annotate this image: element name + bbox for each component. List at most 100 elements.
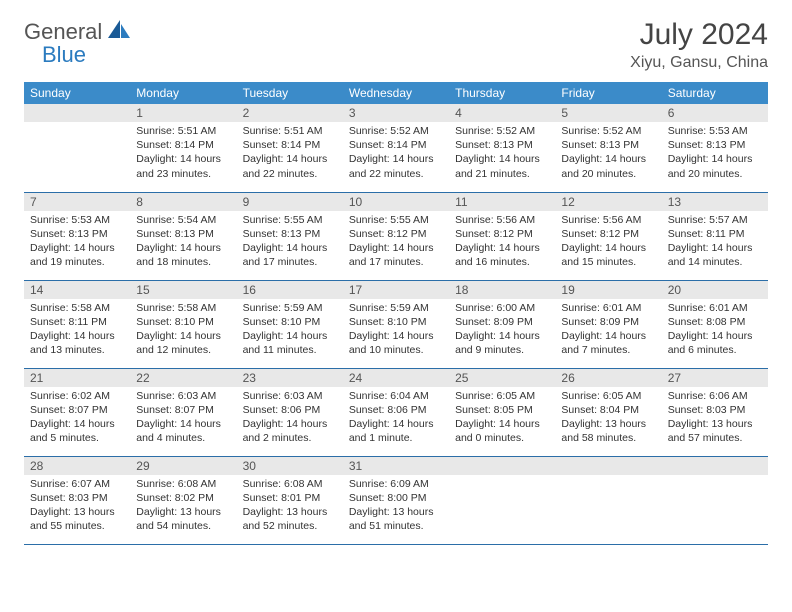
calendar-day: 10Sunrise: 5:55 AMSunset: 8:12 PMDayligh… xyxy=(343,192,449,280)
weekday-header: Saturday xyxy=(662,82,768,104)
day-content: Sunrise: 6:03 AMSunset: 8:06 PMDaylight:… xyxy=(237,387,343,450)
calendar-day: 27Sunrise: 6:06 AMSunset: 8:03 PMDayligh… xyxy=(662,368,768,456)
calendar-day: 13Sunrise: 5:57 AMSunset: 8:11 PMDayligh… xyxy=(662,192,768,280)
month-title: July 2024 xyxy=(630,18,768,52)
day-number: 16 xyxy=(237,281,343,299)
calendar-body: 1Sunrise: 5:51 AMSunset: 8:14 PMDaylight… xyxy=(24,104,768,544)
calendar-day: 31Sunrise: 6:09 AMSunset: 8:00 PMDayligh… xyxy=(343,456,449,544)
logo: General xyxy=(24,18,134,45)
calendar-day: 5Sunrise: 5:52 AMSunset: 8:13 PMDaylight… xyxy=(555,104,661,192)
calendar-day: 17Sunrise: 5:59 AMSunset: 8:10 PMDayligh… xyxy=(343,280,449,368)
day-content: Sunrise: 5:53 AMSunset: 8:13 PMDaylight:… xyxy=(662,122,768,185)
day-content: Sunrise: 6:08 AMSunset: 8:01 PMDaylight:… xyxy=(237,475,343,538)
day-content: Sunrise: 6:01 AMSunset: 8:09 PMDaylight:… xyxy=(555,299,661,362)
calendar-day: 20Sunrise: 6:01 AMSunset: 8:08 PMDayligh… xyxy=(662,280,768,368)
day-number: 18 xyxy=(449,281,555,299)
day-content: Sunrise: 5:51 AMSunset: 8:14 PMDaylight:… xyxy=(130,122,236,185)
day-content: Sunrise: 5:59 AMSunset: 8:10 PMDaylight:… xyxy=(237,299,343,362)
calendar-day: 8Sunrise: 5:54 AMSunset: 8:13 PMDaylight… xyxy=(130,192,236,280)
day-number: 6 xyxy=(662,104,768,122)
calendar-day: 24Sunrise: 6:04 AMSunset: 8:06 PMDayligh… xyxy=(343,368,449,456)
calendar-empty xyxy=(662,456,768,544)
day-content: Sunrise: 6:08 AMSunset: 8:02 PMDaylight:… xyxy=(130,475,236,538)
day-number: 12 xyxy=(555,193,661,211)
calendar-day: 1Sunrise: 5:51 AMSunset: 8:14 PMDaylight… xyxy=(130,104,236,192)
day-number: 24 xyxy=(343,369,449,387)
day-number: 1 xyxy=(130,104,236,122)
day-number: 8 xyxy=(130,193,236,211)
calendar-day: 12Sunrise: 5:56 AMSunset: 8:12 PMDayligh… xyxy=(555,192,661,280)
day-content: Sunrise: 5:52 AMSunset: 8:13 PMDaylight:… xyxy=(449,122,555,185)
day-content: Sunrise: 6:07 AMSunset: 8:03 PMDaylight:… xyxy=(24,475,130,538)
title-block: July 2024 Xiyu, Gansu, China xyxy=(630,18,768,72)
location: Xiyu, Gansu, China xyxy=(630,54,768,72)
day-content: Sunrise: 5:54 AMSunset: 8:13 PMDaylight:… xyxy=(130,211,236,274)
weekday-header: Sunday xyxy=(24,82,130,104)
day-number: 15 xyxy=(130,281,236,299)
logo-text-blue: Blue xyxy=(42,42,86,67)
day-content: Sunrise: 6:04 AMSunset: 8:06 PMDaylight:… xyxy=(343,387,449,450)
day-content: Sunrise: 6:05 AMSunset: 8:05 PMDaylight:… xyxy=(449,387,555,450)
day-number: 2 xyxy=(237,104,343,122)
day-number: 10 xyxy=(343,193,449,211)
calendar-day: 11Sunrise: 5:56 AMSunset: 8:12 PMDayligh… xyxy=(449,192,555,280)
calendar-day: 19Sunrise: 6:01 AMSunset: 8:09 PMDayligh… xyxy=(555,280,661,368)
day-number: 4 xyxy=(449,104,555,122)
calendar-day: 30Sunrise: 6:08 AMSunset: 8:01 PMDayligh… xyxy=(237,456,343,544)
weekday-header: Tuesday xyxy=(237,82,343,104)
calendar-empty xyxy=(555,456,661,544)
weekday-header: Thursday xyxy=(449,82,555,104)
day-number: 29 xyxy=(130,457,236,475)
calendar-day: 2Sunrise: 5:51 AMSunset: 8:14 PMDaylight… xyxy=(237,104,343,192)
day-content: Sunrise: 6:09 AMSunset: 8:00 PMDaylight:… xyxy=(343,475,449,538)
day-content: Sunrise: 5:52 AMSunset: 8:14 PMDaylight:… xyxy=(343,122,449,185)
calendar-day: 9Sunrise: 5:55 AMSunset: 8:13 PMDaylight… xyxy=(237,192,343,280)
logo-text-general: General xyxy=(24,19,102,45)
day-content: Sunrise: 5:58 AMSunset: 8:11 PMDaylight:… xyxy=(24,299,130,362)
calendar-day: 15Sunrise: 5:58 AMSunset: 8:10 PMDayligh… xyxy=(130,280,236,368)
calendar-row: 1Sunrise: 5:51 AMSunset: 8:14 PMDaylight… xyxy=(24,104,768,192)
calendar-day: 3Sunrise: 5:52 AMSunset: 8:14 PMDaylight… xyxy=(343,104,449,192)
calendar-day: 29Sunrise: 6:08 AMSunset: 8:02 PMDayligh… xyxy=(130,456,236,544)
day-number: 28 xyxy=(24,457,130,475)
day-content: Sunrise: 6:03 AMSunset: 8:07 PMDaylight:… xyxy=(130,387,236,450)
calendar-table: SundayMondayTuesdayWednesdayThursdayFrid… xyxy=(24,82,768,545)
day-number: 25 xyxy=(449,369,555,387)
header: General July 2024 Xiyu, Gansu, China xyxy=(24,18,768,72)
day-content: Sunrise: 5:52 AMSunset: 8:13 PMDaylight:… xyxy=(555,122,661,185)
calendar-day: 16Sunrise: 5:59 AMSunset: 8:10 PMDayligh… xyxy=(237,280,343,368)
day-content: Sunrise: 5:58 AMSunset: 8:10 PMDaylight:… xyxy=(130,299,236,362)
weekday-header-row: SundayMondayTuesdayWednesdayThursdayFrid… xyxy=(24,82,768,104)
day-number: 19 xyxy=(555,281,661,299)
calendar-day: 28Sunrise: 6:07 AMSunset: 8:03 PMDayligh… xyxy=(24,456,130,544)
day-number: 14 xyxy=(24,281,130,299)
calendar-row: 21Sunrise: 6:02 AMSunset: 8:07 PMDayligh… xyxy=(24,368,768,456)
calendar-day: 22Sunrise: 6:03 AMSunset: 8:07 PMDayligh… xyxy=(130,368,236,456)
day-content: Sunrise: 6:06 AMSunset: 8:03 PMDaylight:… xyxy=(662,387,768,450)
day-number: 5 xyxy=(555,104,661,122)
day-number: 21 xyxy=(24,369,130,387)
calendar-day: 26Sunrise: 6:05 AMSunset: 8:04 PMDayligh… xyxy=(555,368,661,456)
day-number: 13 xyxy=(662,193,768,211)
day-content: Sunrise: 5:56 AMSunset: 8:12 PMDaylight:… xyxy=(555,211,661,274)
calendar-day: 18Sunrise: 6:00 AMSunset: 8:09 PMDayligh… xyxy=(449,280,555,368)
day-content: Sunrise: 5:53 AMSunset: 8:13 PMDaylight:… xyxy=(24,211,130,274)
calendar-empty xyxy=(449,456,555,544)
calendar-day: 21Sunrise: 6:02 AMSunset: 8:07 PMDayligh… xyxy=(24,368,130,456)
day-number: 11 xyxy=(449,193,555,211)
calendar-row: 14Sunrise: 5:58 AMSunset: 8:11 PMDayligh… xyxy=(24,280,768,368)
day-number: 26 xyxy=(555,369,661,387)
weekday-header: Wednesday xyxy=(343,82,449,104)
day-number: 27 xyxy=(662,369,768,387)
calendar-row: 7Sunrise: 5:53 AMSunset: 8:13 PMDaylight… xyxy=(24,192,768,280)
day-content: Sunrise: 5:57 AMSunset: 8:11 PMDaylight:… xyxy=(662,211,768,274)
day-content: Sunrise: 5:51 AMSunset: 8:14 PMDaylight:… xyxy=(237,122,343,185)
calendar-day: 6Sunrise: 5:53 AMSunset: 8:13 PMDaylight… xyxy=(662,104,768,192)
day-content: Sunrise: 6:01 AMSunset: 8:08 PMDaylight:… xyxy=(662,299,768,362)
day-number: 17 xyxy=(343,281,449,299)
day-content: Sunrise: 6:05 AMSunset: 8:04 PMDaylight:… xyxy=(555,387,661,450)
day-number: 22 xyxy=(130,369,236,387)
day-number: 30 xyxy=(237,457,343,475)
calendar-day: 14Sunrise: 5:58 AMSunset: 8:11 PMDayligh… xyxy=(24,280,130,368)
day-content: Sunrise: 6:00 AMSunset: 8:09 PMDaylight:… xyxy=(449,299,555,362)
